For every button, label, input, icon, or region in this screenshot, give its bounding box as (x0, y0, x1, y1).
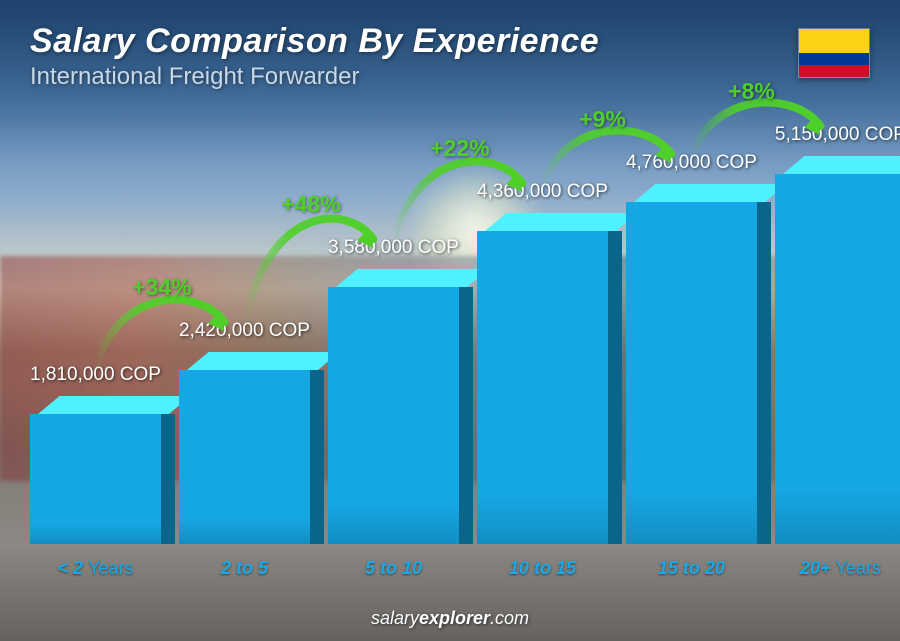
bar (328, 269, 459, 544)
percentage-increase-label: +34% (132, 274, 191, 301)
bar (775, 156, 900, 544)
branding-part2: explorer (419, 608, 490, 628)
bar (477, 213, 608, 544)
country-flag-icon (798, 28, 870, 78)
x-axis-label: 5 to 10 (365, 558, 422, 579)
x-axis-label: 10 to 15 (509, 558, 576, 579)
chart-column: 4,760,000 COP 15 to 20 (626, 152, 757, 579)
percentage-increase-label: +48% (281, 191, 340, 218)
branding-watermark: salaryexplorer.com (0, 608, 900, 629)
branding-part3: .com (490, 608, 529, 628)
bar-value-label: 3,580,000 COP (328, 237, 459, 259)
chart-column: 3,580,000 COP 5 to 10 (328, 237, 459, 579)
x-axis-label: 20+ Years (800, 558, 881, 579)
chart-column: 5,150,000 COP 20+ Years (775, 124, 900, 579)
chart-column: 4,360,000 COP 10 to 15 (477, 181, 608, 579)
bar-value-label: 4,360,000 COP (477, 181, 608, 203)
title-block: Salary Comparison By Experience Internat… (30, 22, 599, 91)
bar (179, 352, 310, 544)
bar-value-label: 4,760,000 COP (626, 152, 757, 174)
bar-value-label: 5,150,000 COP (775, 124, 900, 146)
bar-value-label: 1,810,000 COP (30, 364, 161, 386)
chart-title: Salary Comparison By Experience (30, 22, 599, 61)
x-axis-label: < 2 Years (58, 558, 134, 579)
x-axis-label: 15 to 20 (658, 558, 725, 579)
chart-column: 2,420,000 COP 2 to 5 (179, 320, 310, 579)
percentage-increase-label: +22% (430, 135, 489, 162)
bar (626, 184, 757, 544)
bar (30, 396, 161, 544)
x-axis-label: 2 to 5 (221, 558, 268, 579)
bar-value-label: 2,420,000 COP (179, 320, 310, 342)
chart-subtitle: International Freight Forwarder (30, 63, 599, 91)
chart-column: 1,810,000 COP < 2 Years (30, 364, 161, 579)
bar-chart: 1,810,000 COP < 2 Years 2,420,000 COP 2 to … (30, 109, 840, 579)
branding-part1: salary (371, 608, 419, 628)
percentage-increase-label: +9% (579, 106, 626, 133)
